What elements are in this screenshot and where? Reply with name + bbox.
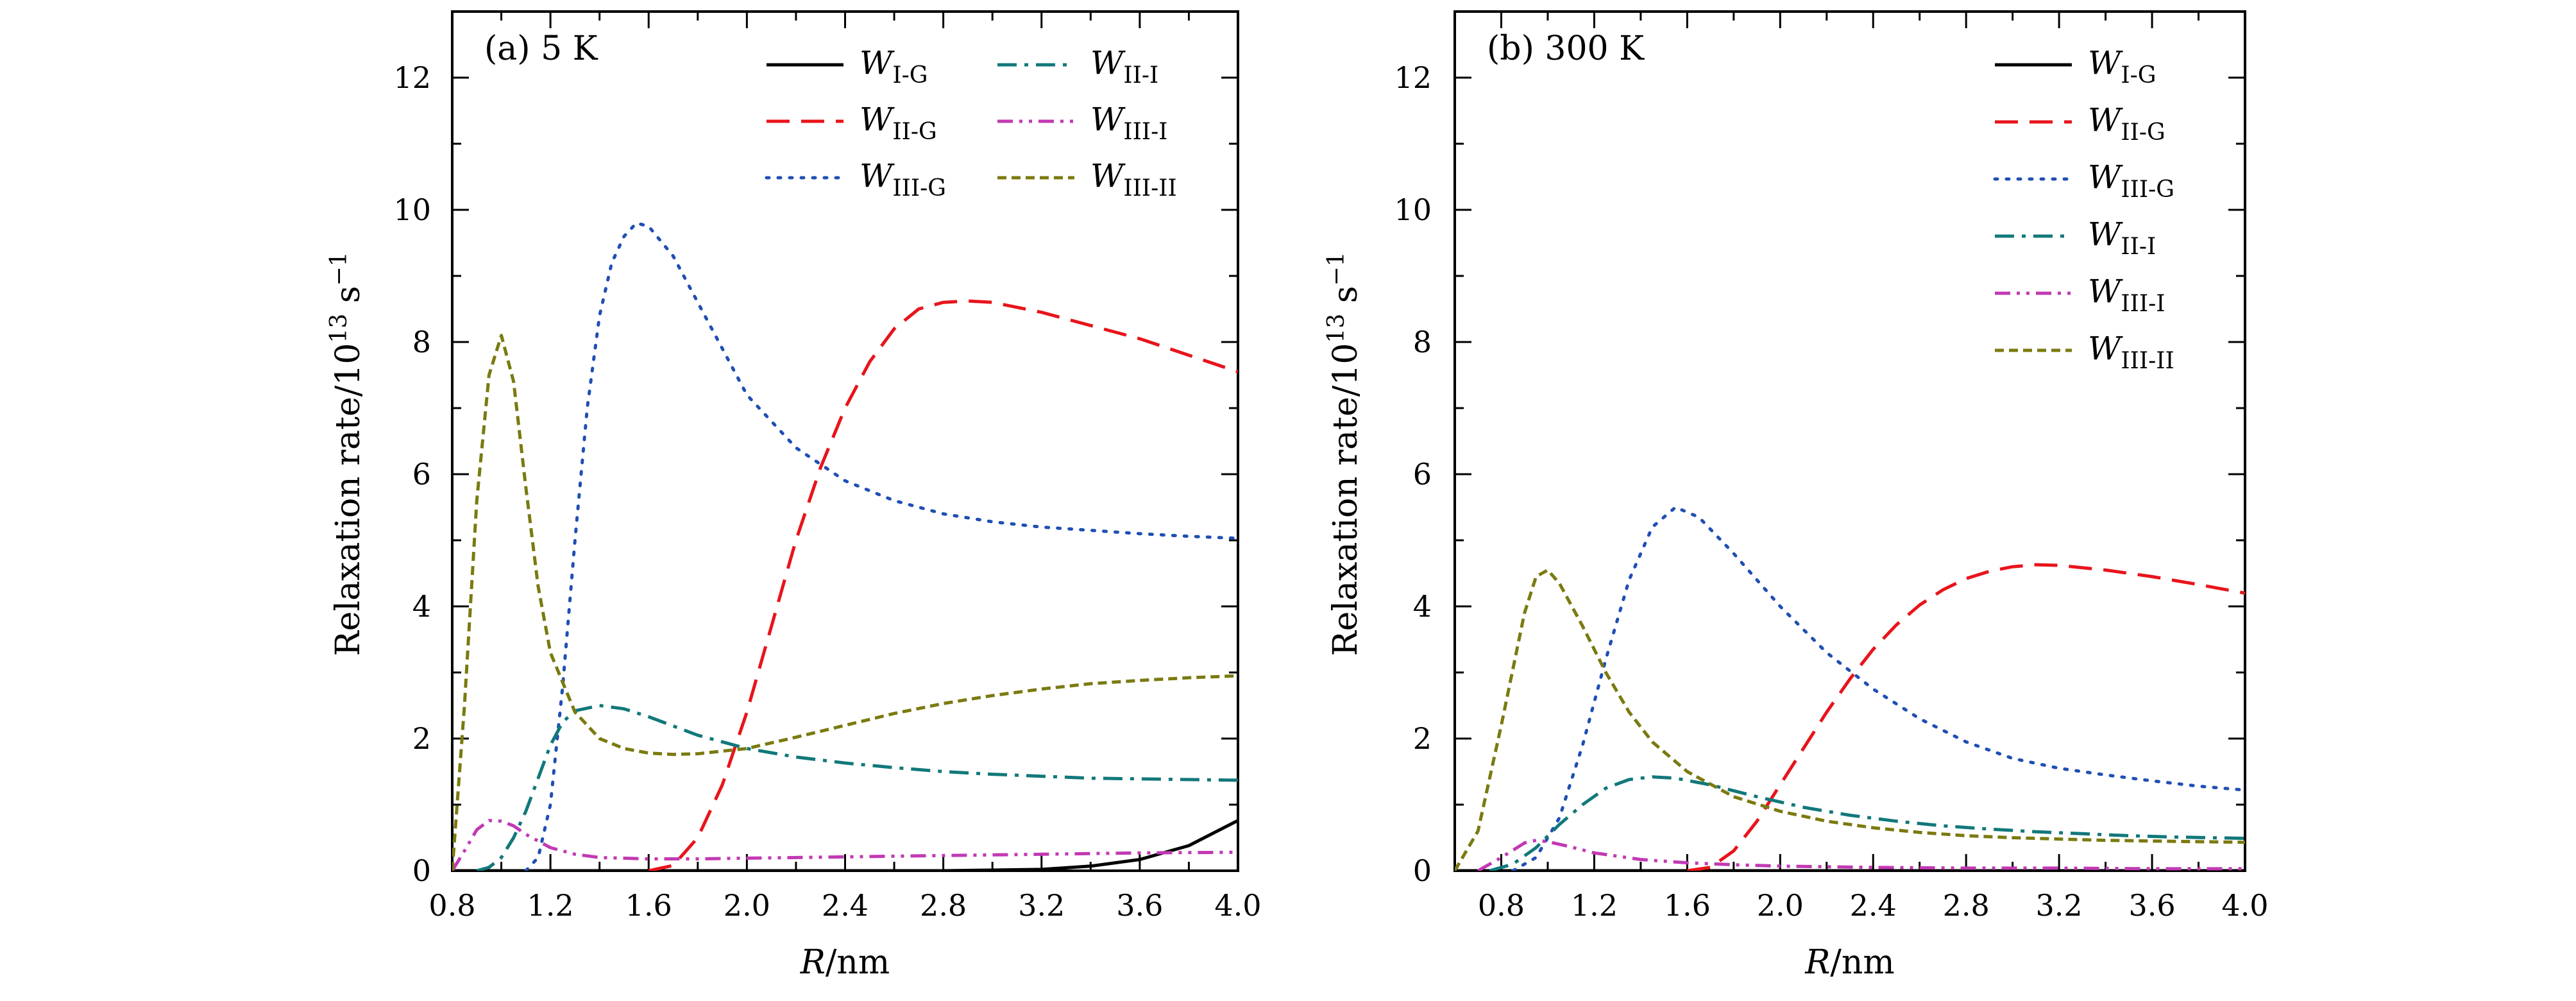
y-tick-label: 6 (412, 457, 431, 492)
series-line-i-g (452, 819, 1238, 871)
y-tick-label: 8 (1413, 325, 1432, 359)
y-tick-label: 12 (393, 60, 431, 95)
legend-label: WII-I (1090, 44, 1158, 89)
x-tick-label: 1.6 (1664, 888, 1711, 923)
plot-frame (451, 10, 1239, 872)
x-tick-label: 0.8 (1478, 888, 1525, 923)
x-tick-label: 1.2 (1571, 888, 1618, 923)
series-line-iii-i (452, 819, 1238, 871)
x-tick-label: 3.2 (1018, 888, 1065, 923)
legend-label: WII-I (2088, 216, 2156, 260)
x-tick-label: 1.6 (625, 888, 672, 923)
x-tick-label: 4.0 (1214, 888, 1261, 923)
legend-label: WIII-G (860, 157, 946, 201)
legend-label: WIII-II (2088, 330, 2174, 374)
x-tick-label: 2.8 (1943, 888, 1990, 923)
panel-title: (b) 300 K (1487, 30, 1645, 68)
x-axis-label: R/nm (800, 943, 890, 982)
legend-label: WI-G (2088, 44, 2157, 89)
legend-label: WI-G (860, 44, 928, 89)
x-tick-label: 0.8 (428, 888, 475, 923)
legend-label: WII-G (2088, 101, 2165, 146)
y-tick-label: 10 (1394, 193, 1432, 227)
y-tick-label: 0 (1413, 853, 1432, 888)
x-tick-label: 1.2 (527, 888, 574, 923)
x-tick-label: 3.6 (2128, 888, 2175, 923)
panel-title: (a) 5 K (484, 30, 598, 68)
y-axis-label: Relaxation rate/1013 s−1 (326, 252, 368, 656)
x-tick-label: 2.4 (822, 888, 869, 923)
x-axis-label: R/nm (1804, 943, 1894, 982)
panel-a-chart: 0.8 1.2 1.6 2.0 2.4 2.8 3.2 3.6 4.0 0 2 4 6 8 10 12 R/nm… (326, 10, 1262, 982)
panel-b-chart: 0.8 1.2 1.6 2.0 2.4 2.8 3.2 3.6 4.0 0 2 4 6 8 10 12 R/nm… (1323, 10, 2269, 982)
series-line-ii-g (648, 299, 1238, 871)
series-line-ii-g (1687, 563, 2245, 871)
series-line-iii-g (1511, 506, 2245, 871)
y-tick-label: 2 (412, 721, 431, 756)
x-tick-label: 4.0 (2221, 888, 2268, 923)
series-line-iii-ii (1455, 568, 2245, 871)
series-line-ii-i (1489, 775, 2245, 871)
legend-label: WII-G (860, 101, 937, 145)
series-line-iii-ii (452, 334, 1238, 871)
y-tick-label: 2 (1413, 721, 1432, 756)
x-tick-label: 3.6 (1116, 888, 1163, 923)
legend-label: WIII-I (2088, 273, 2165, 317)
y-tick-label: 10 (393, 193, 431, 227)
x-tick-label: 2.8 (920, 888, 967, 923)
legend-label: WIII-II (1090, 157, 1177, 201)
legend-label: WIII-I (1090, 101, 1167, 145)
x-tick-label: 2.4 (1850, 888, 1897, 923)
y-axis-label: Relaxation rate/1013 s−1 (1323, 252, 1365, 656)
legend-label: WIII-G (2088, 158, 2174, 203)
y-tick-label: 0 (412, 853, 431, 888)
series-line-iii-g (524, 221, 1238, 871)
y-tick-label: 12 (1394, 60, 1432, 95)
y-tick-label: 4 (412, 589, 431, 624)
y-tick-label: 8 (412, 325, 431, 359)
x-tick-label: 2.0 (724, 888, 770, 923)
series-line-iii-i (1477, 839, 2245, 871)
x-tick-label: 2.0 (1757, 888, 1804, 923)
y-tick-label: 6 (1413, 457, 1432, 492)
x-tick-label: 3.2 (2036, 888, 2083, 923)
y-tick-label: 4 (1413, 589, 1432, 624)
